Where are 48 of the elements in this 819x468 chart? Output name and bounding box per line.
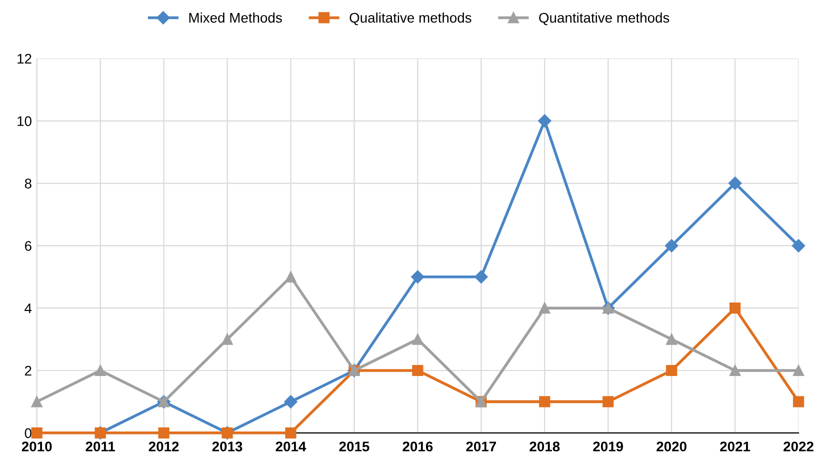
legend-label: Mixed Methods xyxy=(189,12,282,23)
point xyxy=(792,396,804,408)
point xyxy=(729,364,741,376)
point xyxy=(664,239,678,252)
x-tick-label: 2012 xyxy=(148,442,179,452)
point xyxy=(222,334,233,345)
point xyxy=(728,176,742,190)
point xyxy=(474,270,488,284)
y-tick-label: 2 xyxy=(24,366,32,376)
point xyxy=(412,334,424,345)
point xyxy=(666,364,678,376)
point xyxy=(158,427,170,438)
point xyxy=(285,271,296,282)
y-tick-label: 10 xyxy=(18,116,32,126)
point xyxy=(31,396,42,408)
point xyxy=(792,364,804,376)
x-tick-label: 2022 xyxy=(784,442,814,452)
y-tick-label: 8 xyxy=(24,178,32,188)
x-tick-label: 2019 xyxy=(593,442,624,452)
point xyxy=(412,364,424,376)
x-tick-label: 2010 xyxy=(22,442,52,452)
point xyxy=(792,239,806,252)
x-tick-label: 2013 xyxy=(212,442,242,452)
x-tick-label: 2015 xyxy=(339,442,370,452)
point xyxy=(539,396,550,408)
y-tick-label: 4 xyxy=(24,304,32,314)
point xyxy=(284,395,298,408)
point xyxy=(729,302,741,314)
x-tick-label: 2014 xyxy=(276,442,306,452)
point xyxy=(538,114,552,128)
x-tick-label: 2018 xyxy=(530,442,560,452)
point xyxy=(31,427,42,438)
point xyxy=(666,334,678,345)
x-tick-label: 2017 xyxy=(466,442,496,452)
x-tick-label: 2020 xyxy=(656,442,686,452)
x-tick-label: 2021 xyxy=(720,442,750,452)
point xyxy=(94,364,106,376)
point xyxy=(285,427,296,438)
point xyxy=(539,302,550,314)
x-tick-label: 2011 xyxy=(86,442,116,452)
point xyxy=(602,396,614,408)
x-tick-label: 2016 xyxy=(402,442,433,452)
y-tick-label: 0 xyxy=(24,428,32,438)
legend-label: Qualitative methods xyxy=(350,12,472,26)
y-tick-label: 6 xyxy=(24,241,32,251)
legend-label: Quantitative methods xyxy=(539,12,670,26)
y-tick-label: 12 xyxy=(18,54,32,64)
point xyxy=(411,270,424,284)
